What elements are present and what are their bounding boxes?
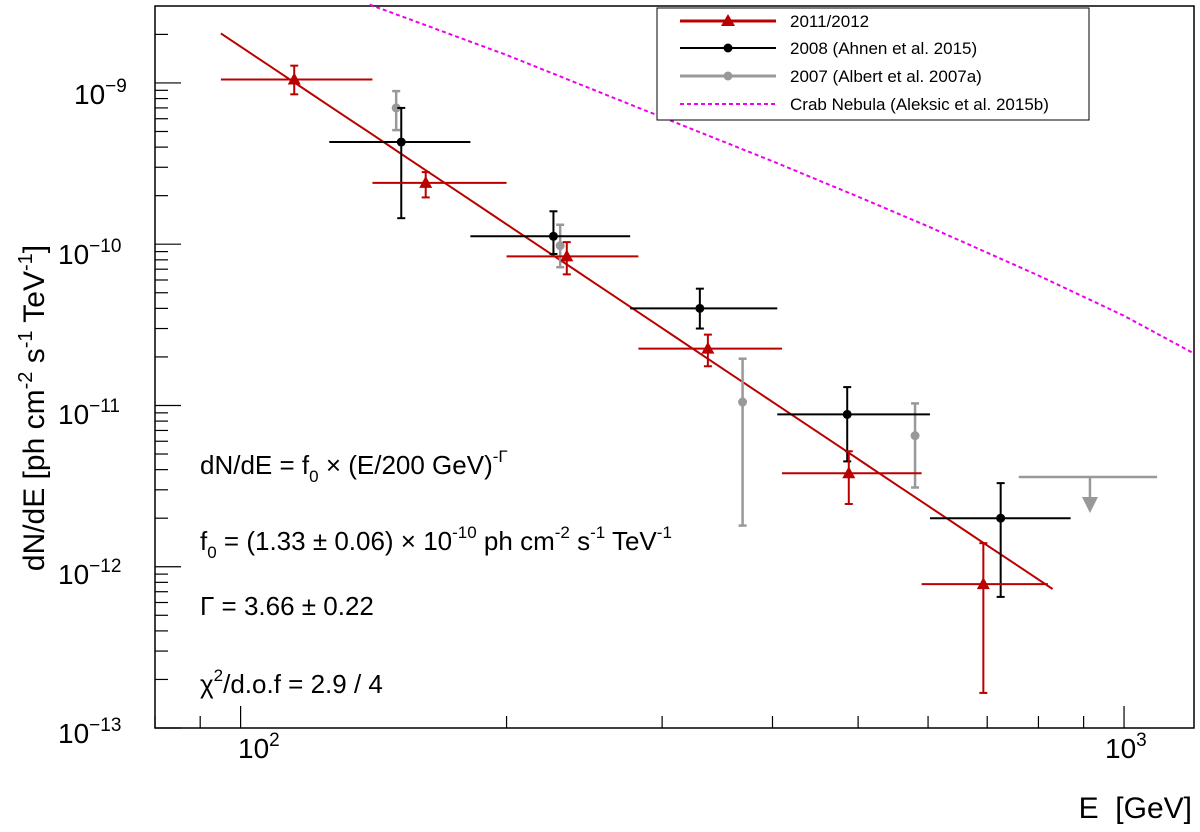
series-2007-marker bbox=[391, 103, 401, 113]
series-2007-marker bbox=[555, 241, 565, 251]
series-2011-marker bbox=[419, 175, 433, 188]
series-2007-point-1 bbox=[555, 223, 565, 269]
series-2007-point-0 bbox=[391, 89, 401, 132]
legend-marker-2008 bbox=[723, 43, 733, 53]
series-2008-point-2 bbox=[630, 287, 778, 330]
y-tick-label-1e-11: 10−11 bbox=[58, 396, 120, 430]
legend-label-2007: 2007 (Albert et al. 2007a) bbox=[790, 67, 982, 86]
series-2007-marker bbox=[738, 397, 748, 407]
chi2-text: χ2/d.o.f = 2.9 / 4 bbox=[200, 666, 383, 699]
legend-label-2011: 2011/2012 bbox=[790, 12, 869, 31]
series-2007-point-3 bbox=[910, 402, 920, 489]
series-2011-marker bbox=[287, 72, 301, 85]
series-2008-marker bbox=[842, 409, 852, 419]
crab-nebula-line bbox=[369, 3, 1195, 355]
plot-frame bbox=[154, 5, 1195, 729]
fit-line bbox=[220, 32, 1054, 590]
series-2007-point-2 bbox=[738, 357, 748, 527]
crab-nebula-curve bbox=[369, 3, 1195, 355]
series-2011-marker bbox=[701, 341, 715, 354]
y-tick-label-1e-10: 10−10 bbox=[58, 236, 121, 270]
upper-limit-arrow bbox=[1081, 497, 1098, 514]
series-2008-marker bbox=[548, 231, 558, 241]
x-tick-label-1000: 103 bbox=[1105, 730, 1147, 764]
x-tick-labels: 102 103 bbox=[238, 730, 1147, 764]
x-axis-label: E [GeV] bbox=[1079, 792, 1192, 825]
series-2011-point-2 bbox=[506, 241, 639, 276]
series-2008-point-1 bbox=[470, 210, 631, 255]
y-tick-label-1e-9: 10−9 bbox=[74, 76, 127, 110]
axis-ticks bbox=[154, 33, 1125, 729]
y-tick-label-1e-12: 10−12 bbox=[58, 556, 121, 590]
fit-curve bbox=[220, 32, 1054, 590]
series-2011-point-5 bbox=[921, 542, 1048, 694]
series-2007-upper-limit-0 bbox=[1018, 475, 1158, 514]
y-tick-labels: 10−9 10−10 10−11 10−12 10−13 bbox=[58, 76, 127, 749]
data-points bbox=[220, 64, 1158, 694]
f0-text: f0 = (1.33 ± 0.06) × 10-10 ph cm-2 s-1 T… bbox=[200, 523, 672, 562]
series-2008-point-3 bbox=[777, 386, 930, 463]
series-2011-point-3 bbox=[638, 333, 782, 368]
y-axis-label: dN/dE [ph cm-2 s-1 TeV-1] bbox=[15, 245, 51, 571]
series-2011-marker bbox=[976, 577, 990, 590]
fit-annotations: dN/dE = f0 × (E/200 GeV)-Γ f0 = (1.33 ± … bbox=[200, 447, 672, 699]
legend-label-crab: Crab Nebula (Aleksic et al. 2015b) bbox=[790, 95, 1049, 114]
x-tick-label-100: 102 bbox=[238, 730, 280, 764]
series-2011-point-1 bbox=[372, 171, 507, 199]
series-2007-marker bbox=[910, 431, 920, 441]
series-2008-marker bbox=[996, 513, 1006, 523]
formula-text: dN/dE = f0 × (E/200 GeV)-Γ bbox=[200, 447, 508, 486]
y-tick-label-1e-13: 10−13 bbox=[58, 715, 121, 749]
legend-box bbox=[656, 7, 1090, 121]
series-2008-marker bbox=[396, 137, 406, 147]
series-2008-point-0 bbox=[329, 106, 471, 220]
series-2011-marker bbox=[842, 466, 856, 479]
series-2008-marker bbox=[695, 303, 705, 313]
legend-marker-2007 bbox=[723, 71, 733, 81]
series-2011-marker bbox=[560, 249, 574, 262]
series-2008-point-4 bbox=[929, 482, 1071, 598]
legend-label-2008: 2008 (Ahnen et al. 2015) bbox=[790, 39, 977, 58]
series-2011-point-0 bbox=[220, 64, 373, 96]
series-2011-point-4 bbox=[781, 450, 922, 505]
legend: 2011/2012 2008 (Ahnen et al. 2015) 2007 … bbox=[656, 7, 1090, 121]
legend-marker-2011 bbox=[721, 14, 735, 26]
gamma-text: Γ = 3.66 ± 0.22 bbox=[200, 591, 374, 621]
